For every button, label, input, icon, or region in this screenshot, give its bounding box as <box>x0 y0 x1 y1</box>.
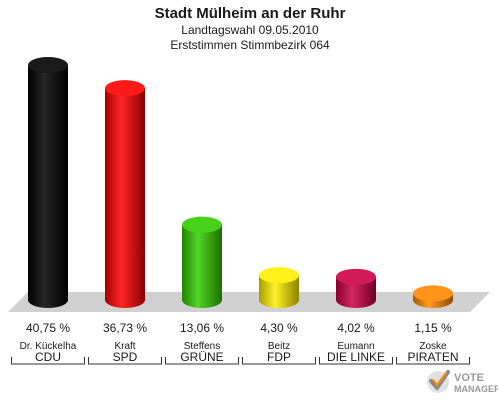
candidate-label-grüne: Steffens <box>184 341 221 352</box>
party-bracket-cdu <box>11 357 85 365</box>
value-label-spd: 36,73 % <box>103 321 147 335</box>
party-label-fdp: FDP <box>267 350 291 364</box>
bar-cap-piraten <box>413 285 453 302</box>
bars-group <box>28 57 453 308</box>
bar-cap-cdu <box>28 57 68 73</box>
value-label-die-linke: 4,02 % <box>337 321 375 335</box>
chart-title: Stadt Mülheim an der Ruhr <box>155 5 346 22</box>
value-label-piraten: 1,15 % <box>414 321 452 335</box>
value-label-grüne: 13,06 % <box>180 321 224 335</box>
party-label-grüne: GRÜNE <box>180 350 223 364</box>
candidate-label-cdu: Dr. Kückelha <box>20 341 77 352</box>
party-label-die-linke: DIE LINKE <box>327 350 385 364</box>
bar-body-cdu <box>28 65 68 308</box>
bar-body-spd <box>105 88 145 308</box>
candidate-label-fdp: Beitz <box>268 341 290 352</box>
bar-body-grüne <box>182 224 222 308</box>
bar-cdu <box>28 57 68 308</box>
checkmark-ballot-icon <box>427 370 450 393</box>
bar-cap-grüne <box>182 216 222 233</box>
party-bracket-grüne <box>165 357 239 365</box>
bar-spd <box>105 80 145 308</box>
bar-fdp <box>259 267 299 308</box>
value-label-cdu: 40,75 % <box>26 321 70 335</box>
party-label-piraten: PIRATEN <box>407 350 458 364</box>
candidate-label-spd: Kraft <box>114 341 135 352</box>
bar-body-die-linke <box>336 276 376 308</box>
party-label-cdu: CDU <box>35 350 61 364</box>
chart-subtitle-district: Erststimmen Stimmbezirk 064 <box>170 38 330 52</box>
party-bracket-die-linke <box>319 357 393 365</box>
party-bracket-piraten <box>396 357 470 365</box>
bar-piraten <box>413 285 453 308</box>
party-bracket-spd <box>88 357 162 365</box>
bar-grüne <box>182 216 222 308</box>
value-label-fdp: 4,30 % <box>260 321 298 335</box>
candidate-label-die-linke: Eumann <box>337 341 374 352</box>
bar-cap-fdp <box>259 267 299 284</box>
logo-word-vote: VOTE <box>454 372 484 384</box>
party-bracket-fdp <box>242 357 316 365</box>
chart-subtitle-election: Landtagswahl 09.05.2010 <box>181 23 319 37</box>
bar-body-fdp <box>259 275 299 308</box>
candidate-label-piraten: Zoske <box>419 341 447 352</box>
logo-word-manager: MANAGER <box>454 384 498 394</box>
party-label-spd: SPD <box>113 350 138 364</box>
vote-manager-logo: VOTE MANAGER <box>427 370 498 394</box>
bar-die-linke <box>336 268 376 308</box>
bar-cap-die-linke <box>336 268 376 285</box>
bar-cap-spd <box>105 80 145 97</box>
